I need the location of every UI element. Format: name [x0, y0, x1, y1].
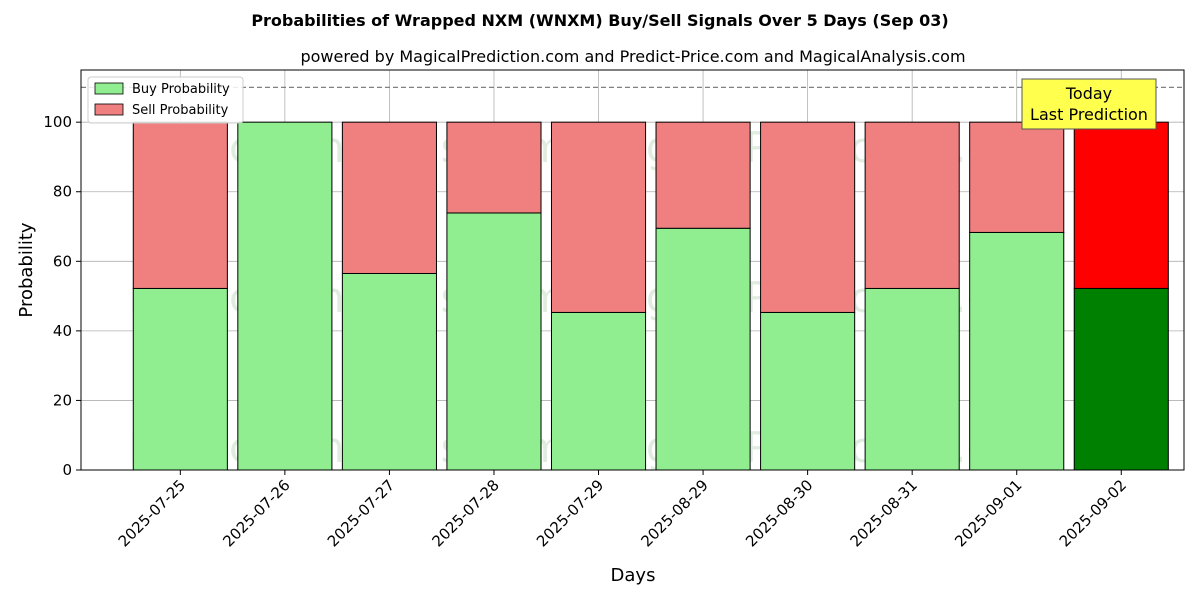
y-tick-label: 100 [43, 113, 72, 131]
y-tick-label: 80 [53, 183, 72, 201]
x-tick-label: 2025-07-28 [428, 476, 502, 550]
chart-title: Probabilities of Wrapped NXM (WNXM) Buy/… [251, 11, 948, 30]
plot-frame [80, 69, 1185, 471]
x-axis: 2025-07-25 2025-07-26 2025-07-27 2025-07-28… [115, 470, 1130, 550]
bar-sell [341, 121, 437, 274]
bar-buy [446, 212, 542, 471]
legend-label-buy: Buy Probability [132, 82, 230, 97]
bar-buy [1073, 287, 1169, 471]
bar-sell [132, 121, 228, 289]
legend-swatch-sell [94, 103, 124, 116]
y-axis: 0 20 40 60 80 100 [43, 113, 81, 479]
x-tick-label: 2025-07-29 [533, 476, 607, 550]
legend-box [87, 76, 244, 124]
x-tick-label: 2025-08-29 [638, 476, 712, 550]
chart-subtitle: powered by MagicalPrediction.com and Pre… [300, 47, 965, 66]
bars [132, 121, 1169, 471]
bar-buy [132, 287, 228, 471]
x-tick-label: 2025-09-02 [1056, 476, 1130, 550]
legend-swatch-buy [94, 82, 124, 95]
bar-buy [969, 231, 1065, 471]
legend: Buy Probability Sell Probability [87, 76, 244, 124]
bar-buy [550, 311, 647, 471]
bar-sell [760, 121, 856, 313]
bar-sell [969, 121, 1065, 233]
annotation-line-1: Today [1065, 84, 1112, 103]
x-tick-label: 2025-08-31 [847, 476, 921, 550]
bar-buy [237, 121, 333, 471]
x-tick-label: 2025-09-01 [951, 476, 1025, 550]
bar-buy [760, 311, 856, 471]
bar-sell [1073, 121, 1169, 289]
x-axis-label: Days [611, 565, 656, 586]
bar-sell [446, 121, 542, 214]
y-tick-label: 20 [53, 391, 72, 409]
bar-buy [655, 227, 751, 471]
annotation-line-2: Last Prediction [1030, 105, 1148, 124]
x-tick-label: 2025-07-27 [324, 476, 398, 550]
x-tick-label: 2025-07-26 [219, 476, 293, 550]
y-tick-label: 60 [53, 252, 72, 270]
annotation-box [1021, 78, 1157, 130]
x-tick-label: 2025-07-25 [115, 476, 189, 550]
bar-sell [550, 121, 647, 313]
y-axis-label: Probability [16, 222, 37, 317]
x-tick-label: 2025-08-30 [742, 476, 816, 550]
legend-label-sell: Sell Probability [132, 103, 229, 118]
bar-buy [864, 287, 960, 471]
y-tick-label: 0 [62, 461, 72, 479]
bar-buy [341, 272, 437, 471]
bar-sell [864, 121, 960, 289]
y-tick-label: 40 [53, 322, 72, 340]
today-annotation: Today Last Prediction [1021, 78, 1157, 130]
bar-sell [655, 121, 751, 229]
